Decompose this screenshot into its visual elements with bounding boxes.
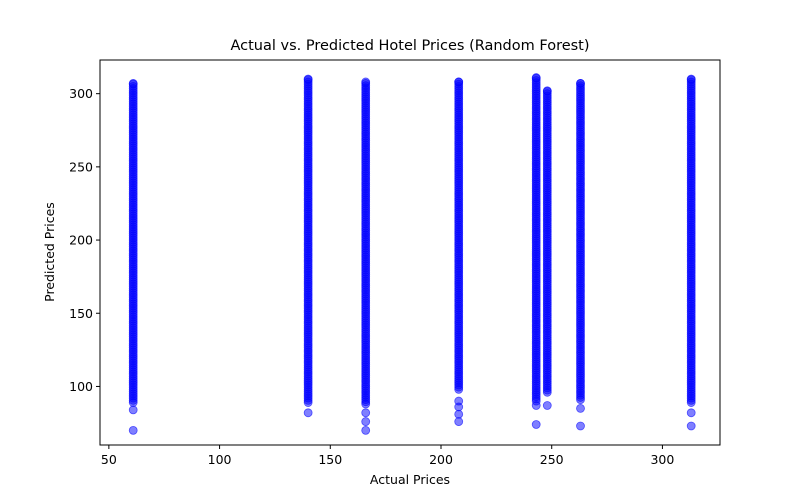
- scatter-point: [531, 73, 541, 82]
- scatter-point: [128, 79, 138, 88]
- scatter-point: [361, 408, 371, 418]
- scatter-point: [531, 420, 541, 429]
- x-tick-label: 200: [429, 452, 453, 467]
- scatter-point: [303, 408, 313, 418]
- scatter-point: [128, 425, 138, 435]
- y-tick-label: 200: [69, 233, 93, 248]
- points-layer: [128, 73, 696, 435]
- scatter-point: [686, 421, 696, 431]
- scatter-point: [576, 421, 585, 431]
- scatter-point: [454, 417, 464, 426]
- x-tick-label: 150: [318, 452, 342, 467]
- chart-title: Actual vs. Predicted Hotel Prices (Rando…: [230, 38, 589, 54]
- scatter-point: [128, 405, 138, 415]
- x-tick-label: 250: [540, 452, 564, 467]
- y-tick-label: 150: [69, 306, 93, 321]
- scatter-point: [686, 74, 696, 84]
- x-tick-label: 100: [208, 452, 232, 467]
- scatter-point: [454, 77, 464, 87]
- scatter-point: [542, 401, 552, 410]
- scatter-point: [361, 417, 371, 426]
- y-tick-label: 250: [69, 159, 93, 174]
- scatter-point: [576, 403, 585, 413]
- scatter-point: [686, 408, 696, 418]
- scatter-point: [303, 74, 313, 84]
- y-axis-label: Predicted Prices: [42, 202, 57, 302]
- x-tick-label: 50: [101, 452, 117, 467]
- scatter-point: [531, 401, 541, 410]
- plot-frame: [99, 59, 721, 446]
- x-tick-label: 300: [650, 452, 674, 467]
- axes-layer: 50 100 150 200 250 300 100 150 200 250 300: [69, 59, 721, 467]
- y-tick-label: 100: [69, 379, 93, 394]
- y-tick-label: 300: [69, 86, 93, 101]
- scatter-point: [454, 402, 464, 412]
- scatter-point: [361, 77, 371, 87]
- scatter-point: [576, 79, 585, 88]
- scatter-point: [361, 425, 371, 435]
- scatter-point: [454, 409, 464, 419]
- scatter-point: [542, 86, 552, 96]
- x-axis-label: Actual Prices: [370, 472, 450, 487]
